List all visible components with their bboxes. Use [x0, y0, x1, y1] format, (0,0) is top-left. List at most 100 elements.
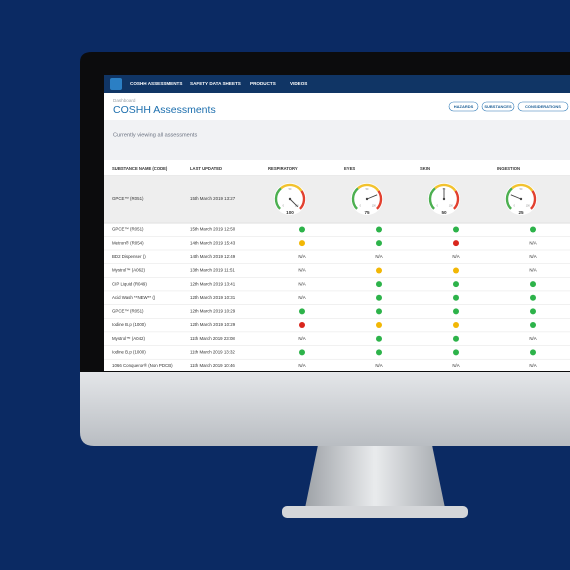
status-dot [530, 322, 536, 329]
gauge-hub [519, 197, 523, 201]
substance-name[interactable]: GPCE™ (R051) [112, 309, 144, 314]
gauge-tick-label: 50 [289, 188, 292, 191]
status-na: N/A [298, 295, 305, 300]
status-dot [376, 240, 382, 247]
status-dot [376, 294, 382, 301]
substance-name[interactable]: GPCE™ (R051) [112, 196, 144, 201]
status-na: N/A [452, 363, 459, 368]
status-na: N/A [375, 363, 382, 368]
last-updated: 15th March 2019 12:50 [190, 227, 236, 232]
column-header[interactable]: EYES [344, 166, 355, 171]
nav-item[interactable]: VIDEOS [290, 81, 307, 86]
status-dot [453, 240, 459, 247]
nav-item[interactable]: SAFETY DATA SHEETS [190, 81, 241, 86]
gauge-arc [511, 183, 534, 192]
gauge-arc [298, 190, 306, 210]
status-na: N/A [529, 336, 536, 341]
gauge-tick-label: 0 [360, 204, 362, 207]
gauge-arc [428, 187, 436, 210]
chin [80, 372, 570, 446]
stand-base [282, 506, 468, 518]
column-header[interactable]: SUBSTANCE NAME (CODE) [112, 166, 168, 171]
substance-name[interactable]: Acid Wash **NEW** () [112, 295, 156, 300]
gauge-value: 25 [518, 210, 524, 215]
gauge-tick-label: 100 [526, 204, 531, 207]
stand [305, 445, 445, 508]
gauge-value: 100 [286, 210, 294, 215]
gauge-tick-label: 0 [283, 204, 285, 207]
substance-name[interactable]: GPCE™ (R051) [112, 227, 144, 232]
nav-item[interactable]: PRODUCTS [250, 81, 276, 86]
gauge-tick-label: 100 [449, 204, 454, 207]
gauge-hub [365, 197, 369, 201]
column-header[interactable]: INGESTION [497, 166, 520, 171]
status-na: N/A [298, 281, 305, 286]
gauge-tick-label: 100 [372, 204, 377, 207]
status-dot [530, 308, 536, 315]
filter-button[interactable] [517, 101, 569, 112]
filter-button-label[interactable]: SUBSTANCES [484, 104, 512, 109]
column-header[interactable]: LAST UPDATED [190, 166, 222, 171]
gauge-value: 50 [441, 210, 447, 215]
status-dot [530, 349, 536, 356]
gauge-tick-label: 0 [437, 204, 439, 207]
last-updated: 11th March 2019 23:08 [190, 336, 235, 341]
substance-name[interactable]: Mystrol™ (A042) [112, 336, 145, 341]
status-na: N/A [298, 268, 305, 273]
status-dot [376, 267, 382, 274]
filter-button-label[interactable]: CONSIDERATIONS [525, 104, 561, 109]
status-dot [530, 226, 536, 233]
gauge-arc [529, 190, 537, 210]
status-dot [530, 281, 536, 288]
nav-item[interactable]: COSHH ASSESSMENTS [130, 81, 182, 86]
substance-name[interactable]: BD2 Dispenser () [112, 254, 146, 259]
last-updated: 12th March 2019 10:29 [190, 322, 236, 327]
substance-name[interactable]: Metron® (R054) [112, 240, 144, 245]
status-dot [376, 281, 382, 288]
substance-name[interactable]: Iodine B.p (1000) [112, 350, 146, 355]
status-na: N/A [529, 240, 536, 245]
status-dot [299, 349, 305, 356]
gauge-value: 75 [364, 210, 370, 215]
last-updated: 11th March 2019 13:32 [190, 350, 235, 355]
last-updated: 14th March 2019 12:49 [190, 254, 236, 259]
status-dot [453, 226, 459, 233]
status-dot [453, 294, 459, 301]
status-dot [299, 322, 305, 329]
gauge: 050100100 [274, 183, 306, 215]
status-dot [453, 349, 459, 356]
status-dot [453, 322, 459, 329]
status-na: N/A [529, 363, 536, 368]
logo[interactable] [110, 78, 122, 90]
last-updated: 11th March 2019 10:46 [190, 363, 235, 368]
status-na: N/A [529, 254, 536, 259]
gauge-arc [452, 190, 460, 210]
status-dot [299, 226, 305, 233]
filter-button[interactable] [448, 101, 479, 112]
last-updated: 12th March 2019 13:41 [190, 281, 236, 286]
column-header[interactable]: RESPIRATORY [268, 166, 298, 171]
substance-name[interactable]: Mystrol™ (A062) [112, 268, 145, 273]
gauge-arc [357, 183, 380, 192]
column-header[interactable]: SKIN [420, 166, 430, 171]
gauge-row-bg [104, 176, 570, 224]
filter-button[interactable] [481, 101, 515, 112]
status-na: N/A [375, 254, 382, 259]
substance-name[interactable]: Iodine B.p (1000) [112, 322, 146, 327]
status-na: N/A [298, 363, 305, 368]
gauge-needle [289, 198, 299, 208]
filter-button-label[interactable]: HAZARDS [454, 104, 474, 109]
last-updated: 13th March 2019 11:51 [190, 268, 235, 273]
gauge-arc [274, 187, 282, 210]
substance-name[interactable]: CIP Liquid (R049) [112, 281, 147, 286]
substance-name[interactable]: 1066 Conqueror® (Non PDCB) [112, 363, 173, 368]
notice: Currently viewing all assessments [113, 132, 197, 138]
gauge-arc [505, 187, 513, 210]
status-na: N/A [529, 268, 536, 273]
status-dot [376, 308, 382, 315]
status-na: N/A [298, 336, 305, 341]
notice-band [104, 120, 570, 160]
